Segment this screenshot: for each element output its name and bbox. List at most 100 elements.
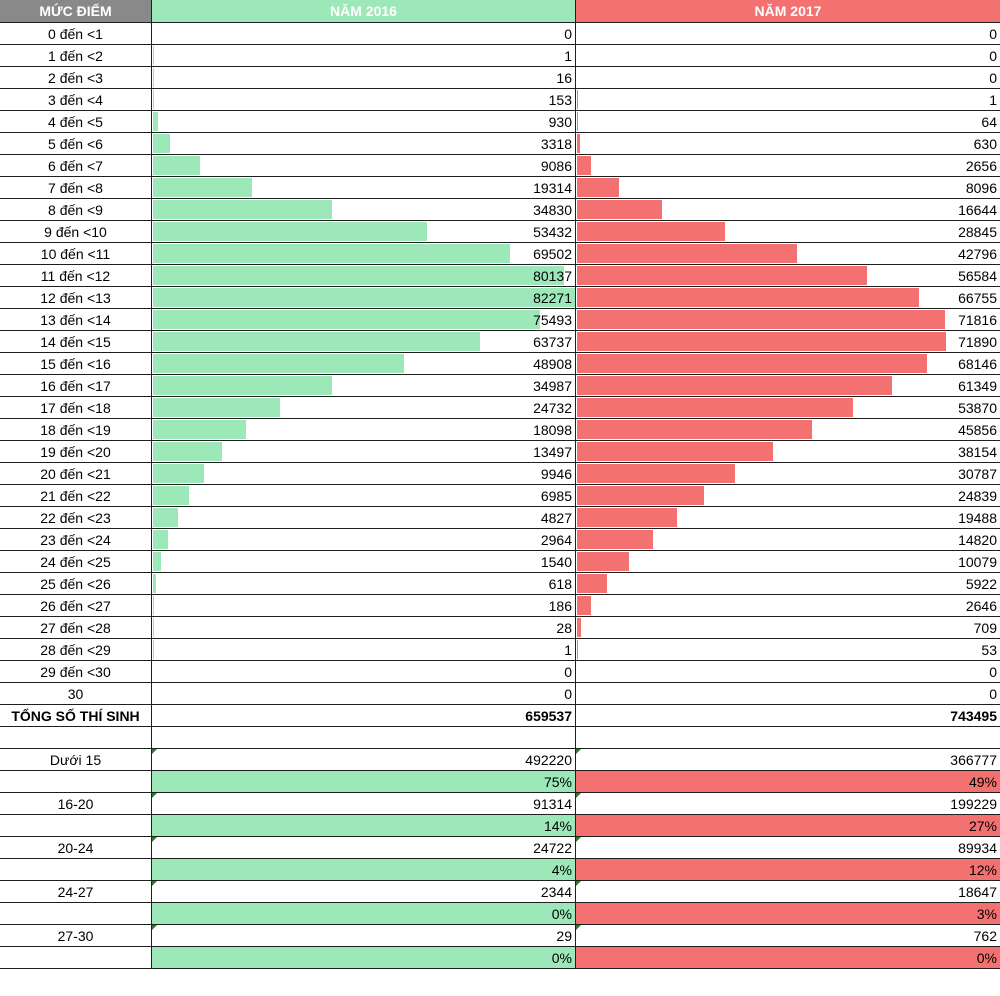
cell-2016[interactable]: 186 [152,595,576,616]
summary-count-cell-2016[interactable]: 24722 [152,837,576,858]
summary-percent-cell-2017[interactable]: 27% [576,815,1000,836]
cell-2016[interactable]: 9946 [152,463,576,484]
summary-percent-cell-2017[interactable]: 3% [576,903,1000,924]
cell-2017[interactable]: 2646 [576,595,1000,616]
summary-group-label[interactable]: 20-24 [0,837,152,858]
cell-2017[interactable]: 0 [576,23,1000,44]
summary-percent-cell-2016[interactable]: 0% [152,947,576,968]
blank-cell-2017[interactable] [576,727,1000,748]
cell-2017[interactable]: 0 [576,683,1000,704]
score-range-label[interactable]: 16 đến <17 [0,375,152,396]
cell-2017[interactable]: 30787 [576,463,1000,484]
cell-2016[interactable]: 930 [152,111,576,132]
cell-2016[interactable]: 34987 [152,375,576,396]
cell-2017[interactable]: 16644 [576,199,1000,220]
cell-2016[interactable]: 19314 [152,177,576,198]
cell-2017[interactable]: 1 [576,89,1000,110]
summary-percent-cell-2017[interactable]: 12% [576,859,1000,880]
score-range-label[interactable]: 4 đến <5 [0,111,152,132]
score-range-label[interactable]: 15 đến <16 [0,353,152,374]
cell-2016[interactable]: 1 [152,639,576,660]
cell-2017[interactable]: 45856 [576,419,1000,440]
cell-2017[interactable]: 24839 [576,485,1000,506]
cell-2017[interactable]: 8096 [576,177,1000,198]
score-range-label[interactable]: 20 đến <21 [0,463,152,484]
score-range-label[interactable]: 3 đến <4 [0,89,152,110]
total-cell-2016[interactable]: 659537 [152,705,576,726]
score-range-label[interactable]: 19 đến <20 [0,441,152,462]
cell-2017[interactable]: 66755 [576,287,1000,308]
cell-2017[interactable]: 53870 [576,397,1000,418]
cell-2017[interactable]: 0 [576,661,1000,682]
cell-2016[interactable]: 13497 [152,441,576,462]
summary-count-cell-2017[interactable]: 18647 [576,881,1000,902]
cell-2017[interactable]: 61349 [576,375,1000,396]
header-year-2017[interactable]: NĂM 2017 [576,0,1000,22]
cell-2017[interactable]: 0 [576,45,1000,66]
cell-2016[interactable]: 6985 [152,485,576,506]
total-cell-2017[interactable]: 743495 [576,705,1000,726]
cell-2017[interactable]: 2656 [576,155,1000,176]
summary-percent-label-cell[interactable] [0,859,152,880]
summary-group-label[interactable]: 27-30 [0,925,152,946]
score-range-label[interactable]: 8 đến <9 [0,199,152,220]
cell-2017[interactable]: 5922 [576,573,1000,594]
summary-percent-cell-2017[interactable]: 49% [576,771,1000,792]
cell-2016[interactable]: 82271 [152,287,576,308]
summary-count-cell-2016[interactable]: 2344 [152,881,576,902]
summary-percent-cell-2016[interactable]: 75% [152,771,576,792]
score-range-label[interactable]: 29 đến <30 [0,661,152,682]
cell-2017[interactable]: 56584 [576,265,1000,286]
cell-2016[interactable]: 0 [152,23,576,44]
score-range-label[interactable]: 13 đến <14 [0,309,152,330]
cell-2017[interactable]: 28845 [576,221,1000,242]
cell-2017[interactable]: 71816 [576,309,1000,330]
score-range-label[interactable]: 14 đến <15 [0,331,152,352]
summary-percent-label-cell[interactable] [0,903,152,924]
score-range-label[interactable]: 2 đến <3 [0,67,152,88]
summary-percent-label-cell[interactable] [0,815,152,836]
cell-2016[interactable]: 69502 [152,243,576,264]
cell-2017[interactable]: 68146 [576,353,1000,374]
cell-2016[interactable]: 18098 [152,419,576,440]
header-year-2016[interactable]: NĂM 2016 [152,0,576,22]
cell-2016[interactable]: 75493 [152,309,576,330]
score-range-label[interactable]: 21 đến <22 [0,485,152,506]
header-score-level[interactable]: MỨC ĐIỂM [0,0,152,22]
score-range-label[interactable]: 6 đến <7 [0,155,152,176]
cell-2017[interactable]: 42796 [576,243,1000,264]
score-range-label[interactable]: 12 đến <13 [0,287,152,308]
cell-2016[interactable]: 48908 [152,353,576,374]
summary-percent-cell-2017[interactable]: 0% [576,947,1000,968]
summary-percent-cell-2016[interactable]: 0% [152,903,576,924]
score-range-label[interactable]: 30 [0,683,152,704]
summary-count-cell-2016[interactable]: 492220 [152,749,576,770]
summary-count-cell-2017[interactable]: 762 [576,925,1000,946]
summary-percent-cell-2016[interactable]: 4% [152,859,576,880]
score-range-label[interactable]: 17 đến <18 [0,397,152,418]
summary-group-label[interactable]: Dưới 15 [0,749,152,770]
score-range-label[interactable]: 23 đến <24 [0,529,152,550]
summary-percent-label-cell[interactable] [0,771,152,792]
cell-2016[interactable]: 0 [152,661,576,682]
score-range-label[interactable]: 27 đến <28 [0,617,152,638]
cell-2016[interactable]: 63737 [152,331,576,352]
score-range-label[interactable]: 1 đến <2 [0,45,152,66]
score-range-label[interactable]: 5 đến <6 [0,133,152,154]
blank-cell-label[interactable] [0,727,152,748]
score-range-label[interactable]: 28 đến <29 [0,639,152,660]
score-range-label[interactable]: 18 đến <19 [0,419,152,440]
cell-2017[interactable]: 19488 [576,507,1000,528]
total-label[interactable]: TỔNG SỐ THÍ SINH [0,705,152,726]
score-range-label[interactable]: 9 đến <10 [0,221,152,242]
cell-2016[interactable]: 0 [152,683,576,704]
cell-2017[interactable]: 53 [576,639,1000,660]
summary-percent-label-cell[interactable] [0,947,152,968]
summary-count-cell-2017[interactable]: 89934 [576,837,1000,858]
cell-2016[interactable]: 24732 [152,397,576,418]
score-range-label[interactable]: 7 đến <8 [0,177,152,198]
cell-2016[interactable]: 4827 [152,507,576,528]
cell-2017[interactable]: 64 [576,111,1000,132]
score-range-label[interactable]: 0 đến <1 [0,23,152,44]
score-range-label[interactable]: 10 đến <11 [0,243,152,264]
